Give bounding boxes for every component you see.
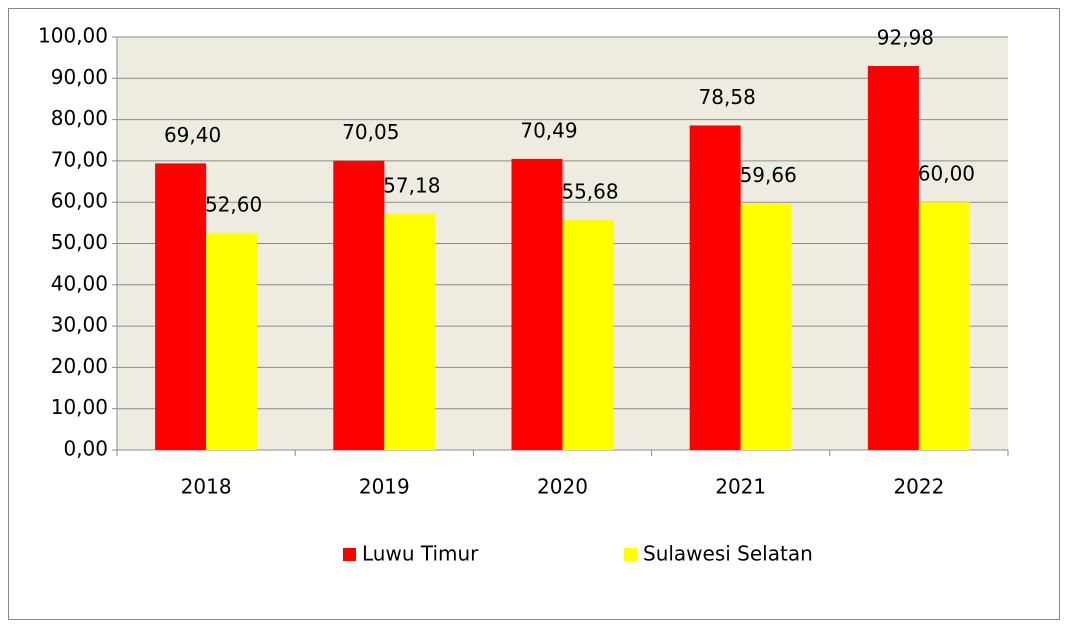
value-label: 60,00 [918,162,975,186]
y-tick-label: 30,00 [51,313,108,337]
y-tick-label: 0,00 [63,437,108,461]
y-tick-label: 90,00 [51,65,108,89]
y-tick-label: 40,00 [51,271,108,295]
legend-label: Luwu Timur [362,542,479,566]
bar [740,203,792,450]
y-tick-label: 80,00 [51,106,108,130]
y-tick-label: 20,00 [51,354,108,378]
x-tick-label: 2018 [181,475,232,499]
bar [206,232,258,450]
legend-swatch [343,548,356,561]
bar [562,220,614,450]
value-label: 70,49 [520,118,577,142]
bar [689,125,741,450]
legend-swatch [624,548,637,561]
legend-label: Sulawesi Selatan [643,542,813,566]
x-tick-label: 2020 [537,475,588,499]
value-label: 55,68 [561,180,618,204]
x-tick-label: 2022 [893,475,944,499]
bar [155,163,207,451]
x-tick-label: 2019 [359,475,410,499]
y-tick-label: 50,00 [51,230,108,254]
y-tick-label: 100,00 [38,24,108,48]
y-tick-label: 70,00 [51,147,108,171]
bar [333,160,385,451]
value-label: 78,58 [699,85,756,109]
bar [867,65,919,450]
value-label: 70,05 [342,120,399,144]
x-tick-label: 2021 [715,475,766,499]
value-label: 59,66 [740,163,797,187]
bar [511,158,563,451]
value-label: 57,18 [383,173,440,197]
value-label: 52,60 [205,192,262,216]
y-tick-label: 60,00 [51,189,108,213]
value-label: 92,98 [877,25,934,49]
y-tick-label: 10,00 [51,395,108,419]
bar [918,202,970,450]
value-label: 69,40 [164,123,221,147]
bar [384,213,436,450]
